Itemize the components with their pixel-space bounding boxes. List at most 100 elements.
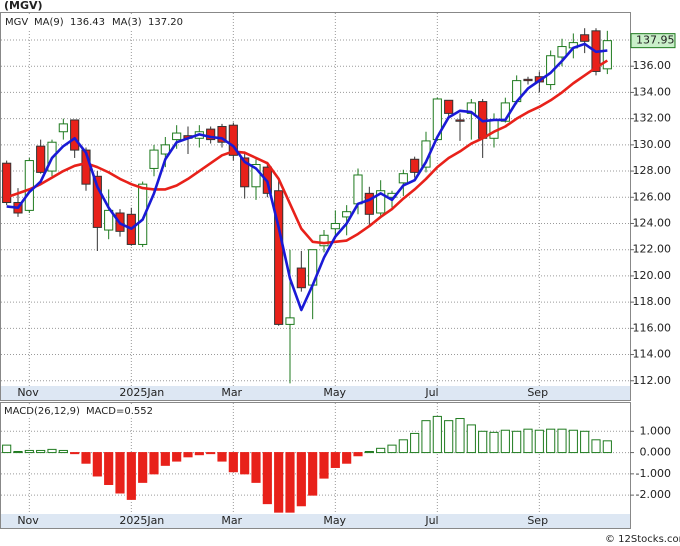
y-tick-label: 118.00 [633, 295, 672, 308]
macd-bar [217, 452, 227, 462]
x-axis-strip [1, 386, 630, 400]
macd-bar [319, 452, 329, 479]
macd-bar [421, 420, 431, 454]
macd-bar [13, 451, 23, 454]
macd-bar [387, 444, 397, 454]
y-tick-label: 134.00 [633, 85, 672, 98]
candle-body [580, 34, 590, 42]
macd-bar [546, 428, 556, 454]
y-tick-label: 0.000 [640, 446, 672, 459]
legend-box [2, 15, 184, 29]
candle-body [296, 267, 306, 289]
legend-ticker: MGV [5, 17, 28, 28]
y-tick-label: 128.00 [633, 164, 672, 177]
y-tick-label: -1.000 [636, 467, 671, 480]
macd-bar [285, 452, 295, 513]
macd-bar [251, 452, 261, 483]
macd-bar [602, 440, 612, 454]
y-tick-label: 120.00 [633, 269, 672, 282]
y-tick-label: 136.00 [633, 59, 672, 72]
macd-bar [24, 449, 34, 454]
candle-body [319, 234, 329, 247]
y-tick-label: 114.00 [633, 348, 672, 361]
x-tick-label: May [323, 386, 346, 399]
macd-bar [534, 429, 544, 454]
macd-bar [523, 428, 533, 454]
macd-bar [308, 452, 318, 496]
candle-body [330, 222, 340, 230]
candle-body [92, 175, 102, 228]
y-tick-label: 126.00 [633, 190, 672, 203]
candle-body [557, 46, 567, 58]
x-tick-label: May [323, 514, 346, 527]
x-tick-label: Jul [424, 386, 438, 399]
macd-bar [240, 452, 250, 475]
legend-box [2, 404, 152, 418]
y-tick-label: 122.00 [633, 243, 672, 256]
macd-bar [330, 452, 340, 468]
x-tick-label: Mar [221, 514, 242, 527]
macd-bar [126, 452, 136, 500]
x-tick-label: Nov [17, 386, 39, 399]
macd-bar [172, 452, 182, 462]
candle-body [58, 123, 68, 133]
x-axis-strip [1, 514, 630, 528]
macd-bar [466, 424, 476, 454]
candle-body [353, 174, 363, 205]
macd-bar [557, 428, 567, 454]
candle-body [285, 317, 295, 325]
x-tick-label: Sep [527, 514, 548, 527]
macd-bar [58, 449, 68, 454]
price-panel [0, 12, 631, 401]
macd-bar [138, 452, 148, 483]
candle-body [149, 149, 159, 169]
legend-value: 136.43 [70, 17, 105, 28]
legend-value: 137.20 [148, 17, 183, 28]
last-price-tag [630, 33, 676, 49]
macd-bar [104, 452, 114, 485]
x-tick-label: Sep [527, 386, 548, 399]
y-tick-label: 132.00 [633, 112, 672, 125]
macd-bar [206, 452, 216, 455]
macd-bar [568, 429, 578, 454]
candle-body [104, 209, 114, 231]
candle-body [410, 158, 420, 173]
y-tick-label: -2.000 [636, 488, 671, 501]
legend: MGV MA(9) 136.43 MA(3) 137.20 [2, 15, 184, 29]
macd-bar [47, 448, 57, 454]
x-tick-label: 2025Jan [119, 514, 164, 527]
legend-label: MACD(26,12,9) [4, 406, 80, 417]
macd-bar [342, 452, 352, 464]
macd-bar [398, 439, 408, 454]
macd-bar [2, 444, 12, 454]
candle-body [376, 190, 386, 214]
candle-body [217, 125, 227, 143]
candle-body [523, 78, 533, 82]
legend-label: MA(3) [112, 17, 142, 28]
candle-body [240, 157, 250, 188]
macd-bar [296, 452, 306, 507]
macd-bar [376, 447, 386, 454]
macd-bar [353, 452, 363, 457]
candle-body [24, 160, 34, 211]
legend-label: MA(9) [34, 17, 64, 28]
candle-body [228, 124, 238, 156]
y-tick-label: 112.00 [633, 374, 672, 387]
macd-bar [432, 415, 442, 454]
macd-bar [36, 449, 46, 454]
macd-bar [364, 451, 374, 454]
macd-bar [580, 430, 590, 454]
candle-body [274, 190, 284, 325]
macd-bar [70, 452, 80, 455]
macd-bar [410, 432, 420, 454]
macd-bar [92, 452, 102, 477]
y-tick-label: 116.00 [633, 321, 672, 334]
y-tick-label: 124.00 [633, 216, 672, 229]
watermark: © 12Stocks.com [605, 534, 680, 545]
x-tick-label: 2025Jan [119, 386, 164, 399]
macd-bar [489, 431, 499, 454]
candle-body [172, 132, 182, 141]
candle-body [602, 40, 612, 70]
x-tick-label: Mar [221, 386, 242, 399]
x-tick-label: Jul [424, 514, 438, 527]
